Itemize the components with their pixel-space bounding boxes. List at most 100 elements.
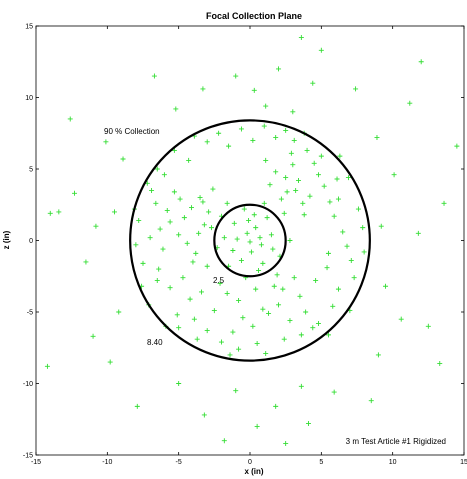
inner-circle-label: 2.5 bbox=[213, 276, 225, 285]
scatter-point bbox=[261, 123, 267, 129]
scatter-point bbox=[288, 150, 294, 156]
scatter-point bbox=[154, 166, 160, 172]
scatter-point bbox=[67, 116, 73, 122]
y-tick-label: 15 bbox=[25, 24, 33, 31]
scatter-point bbox=[191, 316, 197, 322]
scatter-point bbox=[134, 403, 140, 409]
scatter-point bbox=[186, 157, 192, 163]
scatter-point bbox=[298, 332, 304, 338]
scatter-point bbox=[171, 147, 177, 153]
scatter-point bbox=[274, 272, 280, 278]
scatter-points bbox=[44, 34, 460, 447]
scatter-point bbox=[298, 383, 304, 389]
scatter-point bbox=[273, 403, 279, 409]
scatter-point bbox=[441, 200, 447, 206]
scatter-point bbox=[291, 275, 297, 281]
scatter-point bbox=[305, 421, 311, 427]
y-tick-label: -15 bbox=[23, 453, 33, 460]
scatter-point bbox=[353, 86, 359, 92]
article-annotation: 3 m Test Article #1 Rigidized bbox=[346, 437, 446, 446]
scatter-point bbox=[197, 195, 203, 201]
scatter-point bbox=[236, 346, 242, 352]
scatter-point bbox=[290, 109, 296, 115]
scatter-point bbox=[293, 187, 299, 193]
y-tick-label: 5 bbox=[29, 167, 33, 174]
scatter-point bbox=[330, 303, 336, 309]
scatter-point bbox=[246, 217, 252, 223]
scatter-point bbox=[281, 210, 287, 216]
x-tick-label: -5 bbox=[176, 459, 182, 466]
scatter-point bbox=[221, 438, 227, 444]
scatter-point bbox=[298, 34, 304, 40]
scatter-point bbox=[271, 283, 277, 289]
scatter-point bbox=[287, 318, 293, 324]
scatter-point bbox=[160, 246, 166, 252]
scatter-point bbox=[236, 298, 242, 304]
x-axis-label: x (in) bbox=[244, 467, 263, 476]
scatter-point bbox=[266, 310, 272, 316]
scatter-point bbox=[335, 196, 341, 202]
scatter-point bbox=[344, 243, 350, 249]
scatter-point bbox=[261, 200, 267, 206]
scatter-point bbox=[253, 225, 259, 231]
scatter-point bbox=[303, 309, 309, 315]
scatter-point bbox=[200, 199, 206, 205]
scatter-point bbox=[218, 339, 224, 345]
y-tick-label: 10 bbox=[25, 95, 33, 102]
scatter-point bbox=[310, 80, 316, 86]
scatter-point bbox=[391, 172, 397, 178]
scatter-point bbox=[171, 189, 177, 195]
scatter-point bbox=[250, 137, 256, 143]
scatter-point bbox=[273, 169, 279, 175]
scatter-point bbox=[234, 236, 240, 242]
scatter-point bbox=[248, 249, 254, 255]
scatter-point bbox=[216, 130, 222, 136]
scatter-point bbox=[161, 172, 167, 178]
scatter-point bbox=[425, 323, 431, 329]
scatter-point bbox=[281, 336, 287, 342]
y-tick-label: -5 bbox=[27, 310, 33, 317]
scatter-point bbox=[140, 260, 146, 266]
scatter-point bbox=[331, 389, 337, 395]
scatter-point bbox=[247, 239, 253, 245]
scatter-point bbox=[287, 238, 293, 243]
scatter-point bbox=[297, 293, 303, 299]
x-tick-label: -10 bbox=[102, 459, 112, 466]
inner-circle bbox=[213, 203, 287, 278]
scatter-point bbox=[283, 441, 289, 447]
scatter-point bbox=[311, 160, 317, 166]
scatter-point bbox=[260, 260, 266, 266]
scatter-point bbox=[190, 259, 196, 265]
scatter-point bbox=[47, 210, 53, 216]
scatter-point bbox=[251, 212, 257, 218]
scatter-point bbox=[93, 223, 99, 229]
scatter-point bbox=[147, 235, 153, 241]
scatter-point bbox=[83, 259, 89, 265]
scatter-point bbox=[254, 423, 260, 429]
scatter-point bbox=[210, 186, 216, 192]
scatter-point bbox=[154, 278, 160, 284]
scatter-point bbox=[250, 323, 256, 329]
scatter-point bbox=[340, 229, 346, 235]
scatter-point bbox=[217, 280, 223, 286]
scatter-point bbox=[315, 172, 321, 178]
scatter-point bbox=[233, 388, 239, 394]
scatter-point bbox=[318, 47, 324, 53]
scatter-point bbox=[331, 213, 337, 219]
scatter-point bbox=[196, 230, 202, 236]
scatter-point bbox=[296, 177, 302, 183]
scatter-point bbox=[284, 189, 290, 195]
scatter-point bbox=[325, 250, 331, 256]
scatter-point bbox=[301, 212, 307, 218]
scatter-point bbox=[194, 336, 200, 342]
scatter-point bbox=[206, 209, 212, 215]
scatter-point bbox=[257, 235, 263, 241]
scatter-point bbox=[176, 381, 182, 386]
scatter-point bbox=[72, 190, 78, 196]
scatter-point bbox=[201, 412, 207, 418]
scatter-point bbox=[270, 246, 276, 252]
scatter-point bbox=[176, 325, 182, 331]
x-tick-label: -15 bbox=[31, 459, 41, 466]
scatter-point bbox=[164, 207, 170, 213]
